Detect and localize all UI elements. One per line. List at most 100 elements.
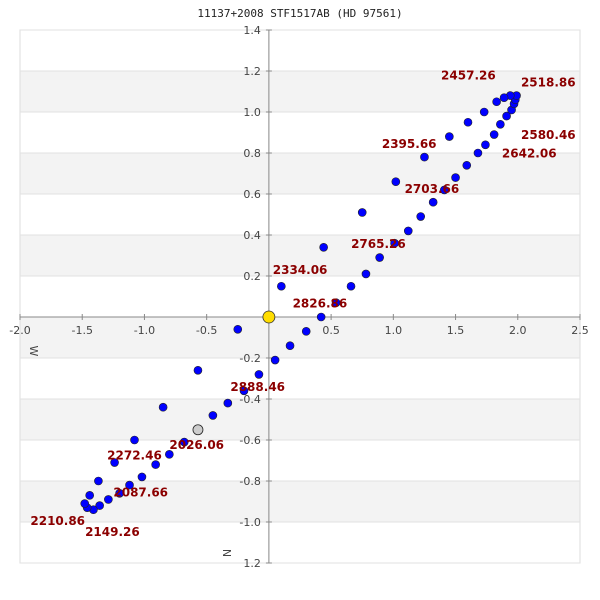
y-tick-label: -0.2 [239, 352, 260, 365]
data-point [285, 341, 295, 351]
data-point [492, 97, 501, 107]
band [20, 317, 580, 358]
y-tick-label: 1.4 [243, 24, 261, 37]
data-point [137, 472, 147, 482]
y-tick-label: 0.8 [243, 147, 261, 160]
data-point [208, 411, 218, 420]
chart-title: 11137+2008 STF1517AB (HD 97561) [197, 7, 402, 20]
data-point [331, 298, 341, 307]
data-point [233, 324, 243, 334]
data-point [85, 491, 94, 500]
data-point [502, 111, 511, 121]
data-point [95, 501, 104, 510]
epoch-label: 2272.46 [107, 448, 162, 462]
data-point [375, 253, 384, 262]
epoch-label: 2703.66 [405, 182, 460, 196]
x-tick-label: -1.0 [134, 324, 155, 337]
data-point [179, 437, 189, 447]
data-point [158, 402, 168, 412]
highlight-point [192, 424, 204, 436]
epoch-label: 2087.66 [113, 485, 168, 499]
data-point [110, 458, 119, 467]
epoch-label: 2888.46 [230, 380, 285, 394]
epoch-label: 2395.66 [382, 137, 437, 151]
epoch-label: 2210.86 [30, 514, 85, 528]
data-point [428, 197, 438, 207]
data-point [277, 281, 286, 291]
y-tick-label: 1.2 [243, 557, 261, 570]
x-tick-label: 0.5 [322, 324, 340, 337]
data-point [499, 93, 509, 102]
data-point [473, 148, 483, 158]
data-point [319, 243, 328, 252]
band [20, 71, 580, 112]
data-point [94, 476, 103, 486]
background-bands [20, 71, 580, 522]
y-tick-label: -1.0 [239, 516, 260, 529]
x-tick-label: 2.5 [571, 324, 589, 337]
epoch-label: 2826.86 [293, 297, 348, 311]
data-point [130, 435, 139, 445]
data-point [361, 269, 371, 279]
data-point [420, 152, 429, 162]
y-tick-label: -0.8 [239, 475, 260, 488]
north-axis-letter: N [220, 549, 233, 557]
data-point [346, 281, 356, 291]
data-point [193, 365, 203, 375]
x-tick-label: -1.5 [71, 324, 92, 337]
data-point [416, 212, 426, 221]
data-point [445, 132, 454, 141]
data-point [316, 312, 326, 322]
band [20, 399, 580, 440]
data-points [80, 91, 521, 515]
y-tick-label: 1.2 [243, 65, 261, 78]
data-point [403, 226, 413, 236]
band [20, 235, 580, 276]
data-point [239, 386, 249, 396]
x-tick-label: -0.5 [196, 324, 217, 337]
x-tick-label: 1.0 [385, 324, 403, 337]
x-tick-label: 1.5 [447, 324, 465, 337]
y-tick-label: 0.2 [243, 270, 261, 283]
primary-star-marker [262, 310, 276, 324]
y-tick-label: -0.4 [239, 393, 260, 406]
data-point [390, 238, 399, 248]
data-point [125, 480, 134, 490]
data-point [440, 185, 449, 195]
data-point [451, 173, 460, 182]
data-point [254, 370, 264, 379]
y-tick-label: 0.4 [243, 229, 261, 242]
data-point [301, 327, 311, 336]
data-point [479, 107, 489, 117]
band [20, 153, 580, 194]
epoch-label: 2149.26 [85, 525, 140, 539]
data-point [115, 488, 124, 498]
data-point [391, 177, 401, 186]
data-point [481, 140, 490, 150]
x-tick-label: -2.0 [9, 324, 30, 337]
data-point [463, 117, 473, 127]
y-tick-label: 1.0 [243, 106, 261, 119]
y-tick-label: -0.6 [239, 434, 260, 447]
epoch-label: 2334.06 [273, 263, 328, 277]
data-point [104, 495, 113, 504]
epoch-label: 2518.86 [521, 75, 576, 89]
band [20, 481, 580, 522]
data-point [496, 120, 505, 129]
data-point [270, 355, 280, 365]
axes [20, 30, 580, 563]
x-tick-label: 2.0 [509, 324, 527, 337]
data-point [80, 499, 90, 508]
data-point [489, 130, 499, 139]
y-tick-label: 0.6 [243, 188, 261, 201]
epoch-label: 2580.46 [521, 128, 576, 142]
data-point [223, 398, 233, 408]
data-point [462, 161, 472, 170]
data-point [165, 450, 174, 459]
data-point [357, 208, 367, 217]
epoch-label: 2765.26 [351, 237, 406, 251]
epoch-labels: 2518.86 2457.26 2580.46 2395.66 2642.06 2703.… [30, 68, 575, 539]
epoch-label: 2457.26 [441, 68, 496, 82]
tick-labels: -2.0 -1.5 -1.0 -0.5 0.5 1.0 1.5 2.0 2.5 1.4 1.2 1.0… [9, 24, 588, 570]
